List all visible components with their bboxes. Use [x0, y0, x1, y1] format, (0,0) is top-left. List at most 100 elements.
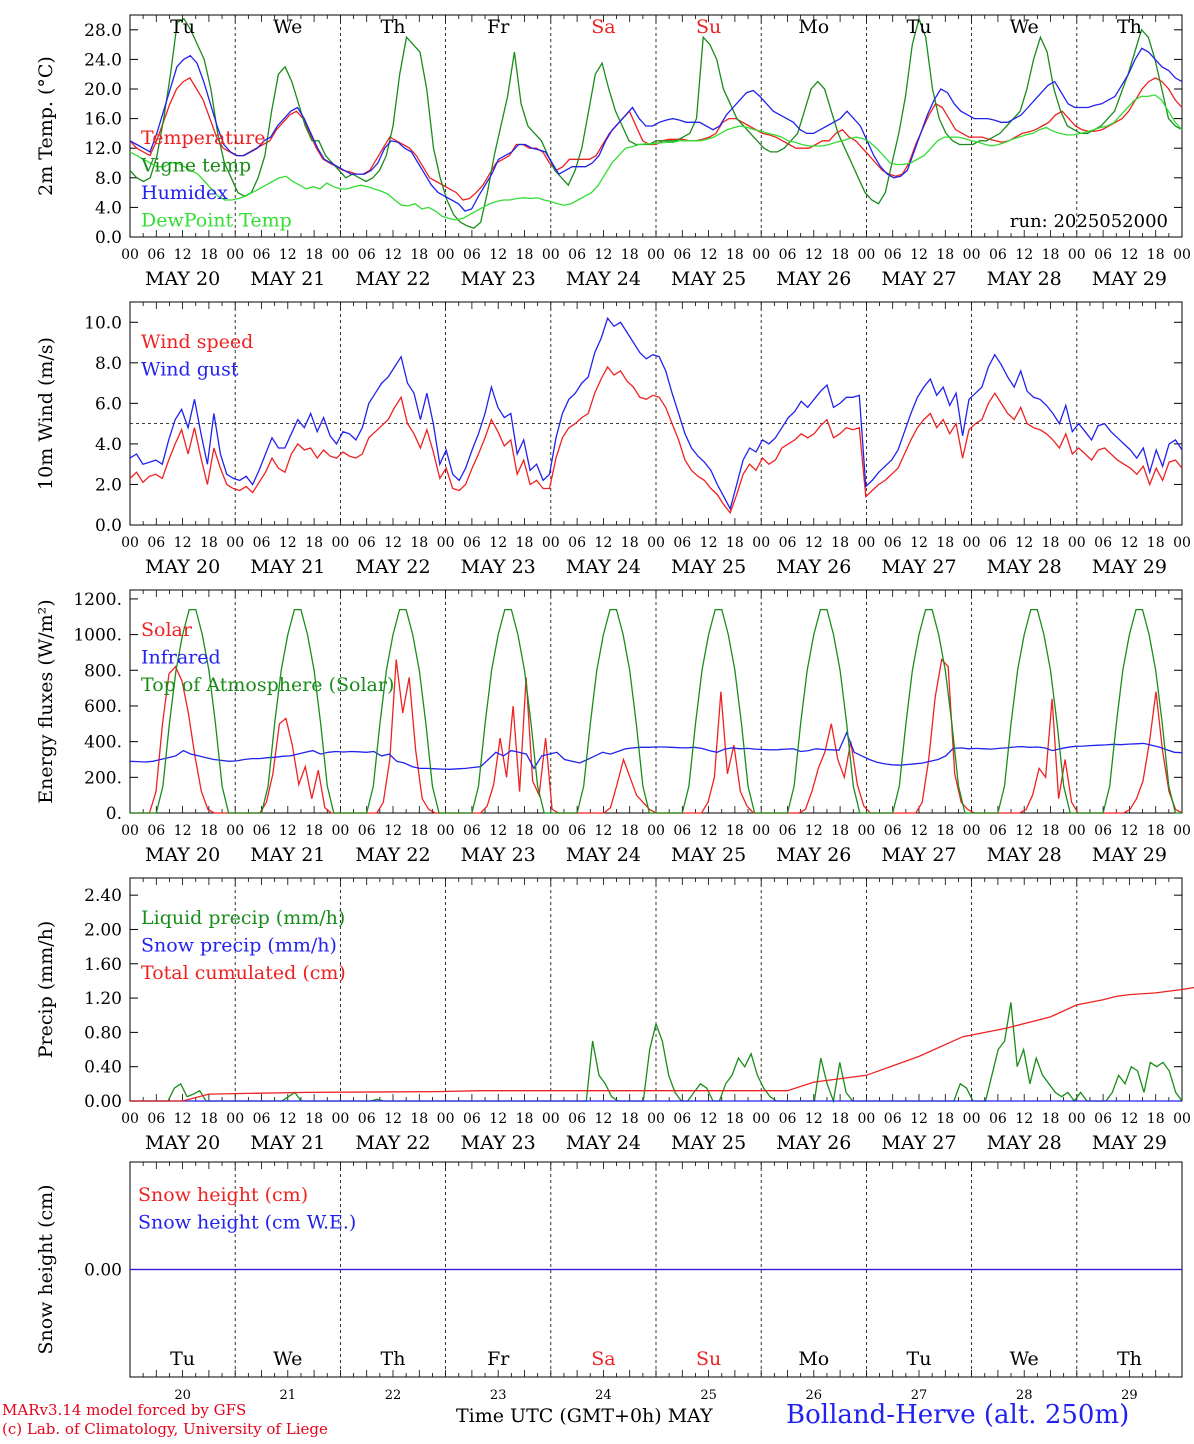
- x-hour-label: 12: [1120, 823, 1138, 839]
- x-hour-label: 18: [936, 247, 954, 263]
- legend-entry: Top of Atmosphere (Solar): [141, 674, 394, 696]
- x-hour-label: 12: [594, 823, 612, 839]
- x-date-label: MAY 28: [987, 844, 1062, 866]
- x-hour-label: 00: [963, 247, 981, 263]
- x-hour-label: 00: [437, 535, 455, 551]
- x-date-label: MAY 26: [776, 556, 851, 578]
- x-hour-label: 18: [621, 247, 639, 263]
- x-hour-label: 00: [647, 535, 665, 551]
- x-date-label: MAY 24: [566, 268, 641, 290]
- x-hour-label: 12: [384, 247, 402, 263]
- x-date-label: MAY 22: [355, 1132, 430, 1154]
- x-date-label: MAY 23: [461, 268, 536, 290]
- x-hour-label: 12: [594, 247, 612, 263]
- x-hour-label: 00: [857, 535, 875, 551]
- x-hour-label: 00: [963, 823, 981, 839]
- x-hour-label: 12: [910, 247, 928, 263]
- x-hour-label: 12: [1015, 247, 1033, 263]
- series-line: [130, 608, 1182, 814]
- x-hour-label: 00: [226, 247, 244, 263]
- legend-entry: Humidex: [141, 182, 228, 204]
- x-hour-label: 18: [1147, 823, 1165, 839]
- x-hour-label: 12: [1120, 1111, 1138, 1127]
- x-date-label: MAY 25: [671, 1132, 746, 1154]
- x-hour-label: 06: [673, 1111, 691, 1127]
- x-date-label: MAY 27: [881, 1132, 956, 1154]
- x-hour-label: 06: [463, 823, 481, 839]
- x-hour-label: 00: [226, 1111, 244, 1127]
- x-hour-label: 18: [621, 1111, 639, 1127]
- x-date-label: MAY 26: [776, 1132, 851, 1154]
- x-hour-label: 00: [752, 247, 770, 263]
- y-tick-label: 16.0: [84, 110, 122, 130]
- x-hour-label: 06: [147, 823, 165, 839]
- x-hour-label: 00: [437, 823, 455, 839]
- x-hour-label: 06: [884, 535, 902, 551]
- x-hour-label: 06: [568, 1111, 586, 1127]
- x-date-label: MAY 20: [145, 844, 220, 866]
- x-date-label: MAY 20: [145, 556, 220, 578]
- x-hour-label: 00: [963, 535, 981, 551]
- weekday-label: Sa: [591, 16, 615, 38]
- x-hour-label: 18: [305, 1111, 323, 1127]
- y-tick-label: 0.0: [95, 228, 122, 248]
- weekday-label: Sa: [591, 1348, 615, 1370]
- y-axis-title: 2m Temp. (°C): [35, 56, 57, 196]
- x-hour-label: 00: [1068, 535, 1086, 551]
- x-date-label: MAY 22: [355, 556, 430, 578]
- x-hour-label: 18: [516, 1111, 534, 1127]
- legend-entry: Wind gust: [141, 359, 239, 381]
- y-tick-label: 0.0: [95, 516, 122, 536]
- x-hour-label: 18: [200, 823, 218, 839]
- y-tick-label: 10.0: [84, 313, 122, 333]
- x-hour-label: 12: [805, 247, 823, 263]
- legend-entry: Vigne temp: [140, 155, 251, 177]
- x-hour-label: 06: [358, 247, 376, 263]
- x-hour-label: 00: [857, 823, 875, 839]
- y-tick-label: 0.00: [84, 1092, 122, 1112]
- x-hour-label: 06: [779, 823, 797, 839]
- series-line: [130, 986, 1194, 1102]
- x-hour-label: 12: [805, 535, 823, 551]
- panel-frame: [129, 301, 1183, 526]
- x-hour-label: 18: [410, 823, 428, 839]
- x-hour-label: 12: [594, 1111, 612, 1127]
- x-date-label: MAY 29: [1092, 844, 1167, 866]
- y-tick-label: 8.0: [95, 354, 122, 374]
- x-hour-label: 18: [200, 1111, 218, 1127]
- x-hour-label: 12: [384, 823, 402, 839]
- legend-entry: Snow height (cm): [138, 1184, 308, 1206]
- x-date-label: MAY 29: [1092, 1132, 1167, 1154]
- legend-entry: Snow height (cm W.E.): [138, 1212, 356, 1234]
- x-hour-label: 18: [410, 535, 428, 551]
- credit-lab: (c) Lab. of Climatology, University of L…: [2, 1420, 328, 1438]
- x-hour-label: 00: [331, 247, 349, 263]
- x-date-label: MAY 21: [250, 268, 325, 290]
- x-date-label: MAY 20: [145, 268, 220, 290]
- x-hour-label: 12: [1015, 535, 1033, 551]
- x-hour-label: 12: [279, 823, 297, 839]
- x-hour-label: 06: [1094, 247, 1112, 263]
- y-tick-label: 20.0: [84, 80, 122, 100]
- x-hour-label: 18: [726, 535, 744, 551]
- x-hour-label: 00: [1068, 247, 1086, 263]
- weekday-label: Tu: [170, 1348, 195, 1370]
- x-date-label: MAY 27: [881, 844, 956, 866]
- x-date-label: MAY 28: [987, 1132, 1062, 1154]
- x-hour-label: 00: [963, 1111, 981, 1127]
- weekday-label: Mo: [798, 1348, 829, 1370]
- x-hour-label: 00: [857, 247, 875, 263]
- x-hour-label: 00: [752, 823, 770, 839]
- weekday-label: We: [273, 1348, 302, 1370]
- x-hour-label: 06: [568, 535, 586, 551]
- weekday-label: Su: [696, 1348, 721, 1370]
- x-hour-label: 06: [463, 535, 481, 551]
- y-tick-label: 400.: [84, 733, 122, 753]
- x-hour-label: 12: [489, 247, 507, 263]
- y-tick-label: 8.0: [95, 169, 122, 189]
- weekday-label: We: [273, 16, 302, 38]
- y-tick-label: 24.0: [84, 50, 122, 70]
- x-hour-label: 00: [331, 823, 349, 839]
- panel-frame: [129, 589, 1183, 814]
